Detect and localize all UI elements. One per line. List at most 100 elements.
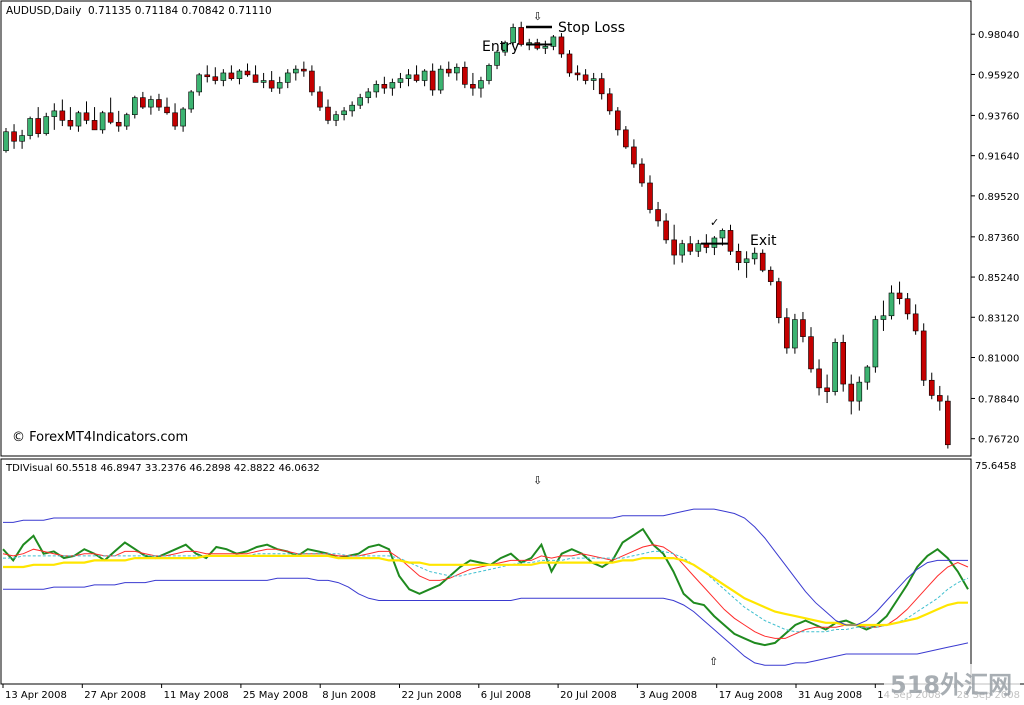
price-tick-label: 0.87360 [978, 233, 1019, 244]
candle-body [687, 243, 694, 252]
candle-body [27, 118, 33, 136]
candle-body [429, 70, 436, 91]
candle-body [784, 317, 790, 349]
candle-body [888, 292, 895, 317]
candle-body [936, 395, 943, 402]
indicator-top-value: 75.6458 [975, 461, 1016, 472]
candle-body [164, 106, 170, 114]
candle-body [156, 99, 162, 108]
candle-body [671, 239, 677, 256]
candle-body [631, 146, 637, 165]
tdi-down-arrow-icon: ⇩ [533, 474, 542, 487]
candle-body [848, 383, 855, 402]
candle-body [647, 182, 653, 210]
candle-body [840, 342, 847, 385]
candle-body [751, 252, 758, 260]
site-logo-text: 518外汇网 [890, 671, 1012, 699]
candle-body [598, 78, 605, 95]
price-tick-label: 0.83120 [978, 313, 1019, 324]
candle-body [373, 84, 380, 93]
entry-label: Entry [482, 39, 519, 55]
candle-body [904, 298, 911, 315]
candle-body [614, 110, 621, 131]
candle-body [51, 110, 58, 117]
candle-body [204, 74, 211, 78]
tdi-price-line [2, 527, 969, 647]
candle-body [132, 97, 138, 115]
candle-body [196, 74, 202, 93]
candle-body [655, 209, 661, 222]
candle-body [816, 368, 822, 389]
watermark-text: © ForexMT4Indicators.com [12, 430, 188, 445]
tdi-ma-line [3, 550, 969, 633]
candle-body [590, 78, 597, 81]
candle-body [445, 68, 452, 74]
date-tick-label: 11 May 2008 [164, 690, 229, 701]
candle-body [679, 243, 686, 256]
candle-body [107, 112, 114, 123]
candle-body [365, 91, 372, 98]
candle-body [558, 36, 565, 55]
candle-body [83, 112, 90, 121]
price-tick-label: 0.81000 [978, 353, 1019, 364]
candle-body [292, 68, 299, 74]
date-tick-label: 25 May 2008 [243, 690, 308, 701]
candle-body [759, 252, 766, 271]
candle-body [502, 42, 508, 53]
tdi-layer [2, 508, 969, 666]
date-tick-label: 27 Apr 2008 [84, 690, 146, 701]
candle-body [582, 74, 589, 81]
candle-body [172, 112, 178, 127]
candle-body [743, 258, 750, 263]
candle-body [349, 104, 355, 112]
site-logo: 518外汇网 [884, 664, 1020, 700]
date-tick-label: 3 Aug 2008 [639, 690, 697, 701]
candle-body [912, 313, 919, 332]
date-tick-label: 31 Aug 2008 [798, 690, 862, 701]
tdi-market-base-line [3, 554, 968, 627]
candle-body [357, 97, 364, 106]
candle-body [808, 336, 814, 370]
date-tick-label: 6 Jul 2008 [481, 690, 531, 701]
price-tick-label: 0.85240 [978, 273, 1019, 284]
candle-body [260, 80, 267, 83]
candle-body [920, 330, 927, 381]
candle-body [719, 230, 726, 239]
ohlc-readout: 0.71135 0.71184 0.70842 0.71110 [88, 5, 272, 17]
candle-body [268, 80, 275, 89]
candle-body [212, 76, 219, 81]
candle-body [228, 72, 235, 79]
date-tick-label: 20 Jul 2008 [560, 690, 617, 701]
candle-body [735, 250, 742, 263]
candle-body [405, 74, 412, 79]
price-tick-label: 0.95920 [978, 70, 1019, 81]
candle-body [389, 82, 396, 89]
candle-body [510, 27, 516, 43]
price-tick-label: 0.98040 [978, 30, 1019, 41]
candle-body [333, 114, 339, 121]
date-tick-label: 8 Jun 2008 [322, 690, 376, 701]
candle-body [19, 135, 25, 142]
sell-arrow-icon: ⇩ [533, 10, 542, 23]
candle-body [75, 112, 82, 127]
tdi-lower-band [3, 577, 969, 666]
candle-body [67, 120, 74, 127]
date-tick-label: 17 Aug 2008 [719, 690, 783, 701]
date-axis: 13 Apr 2008 27 Apr 2008 11 May 2008 25 May … [2, 684, 1020, 701]
candle-body [824, 387, 830, 392]
candle-body [542, 46, 549, 49]
candle-body [792, 319, 798, 349]
main-chart-title: AUDUSD,Daily [6, 5, 81, 17]
tdi-upper-band [3, 508, 968, 626]
candle-body [470, 84, 476, 89]
candle-body [148, 99, 154, 108]
candle-body [550, 36, 557, 47]
price-tick-label: 0.78840 [978, 394, 1019, 405]
candle-body [856, 381, 863, 402]
candle-body [494, 51, 500, 66]
price-tick-label: 0.91640 [978, 152, 1019, 163]
candle-body [775, 281, 782, 318]
candle-body [284, 72, 291, 83]
candle-body [462, 66, 468, 85]
candle-body [880, 315, 887, 320]
